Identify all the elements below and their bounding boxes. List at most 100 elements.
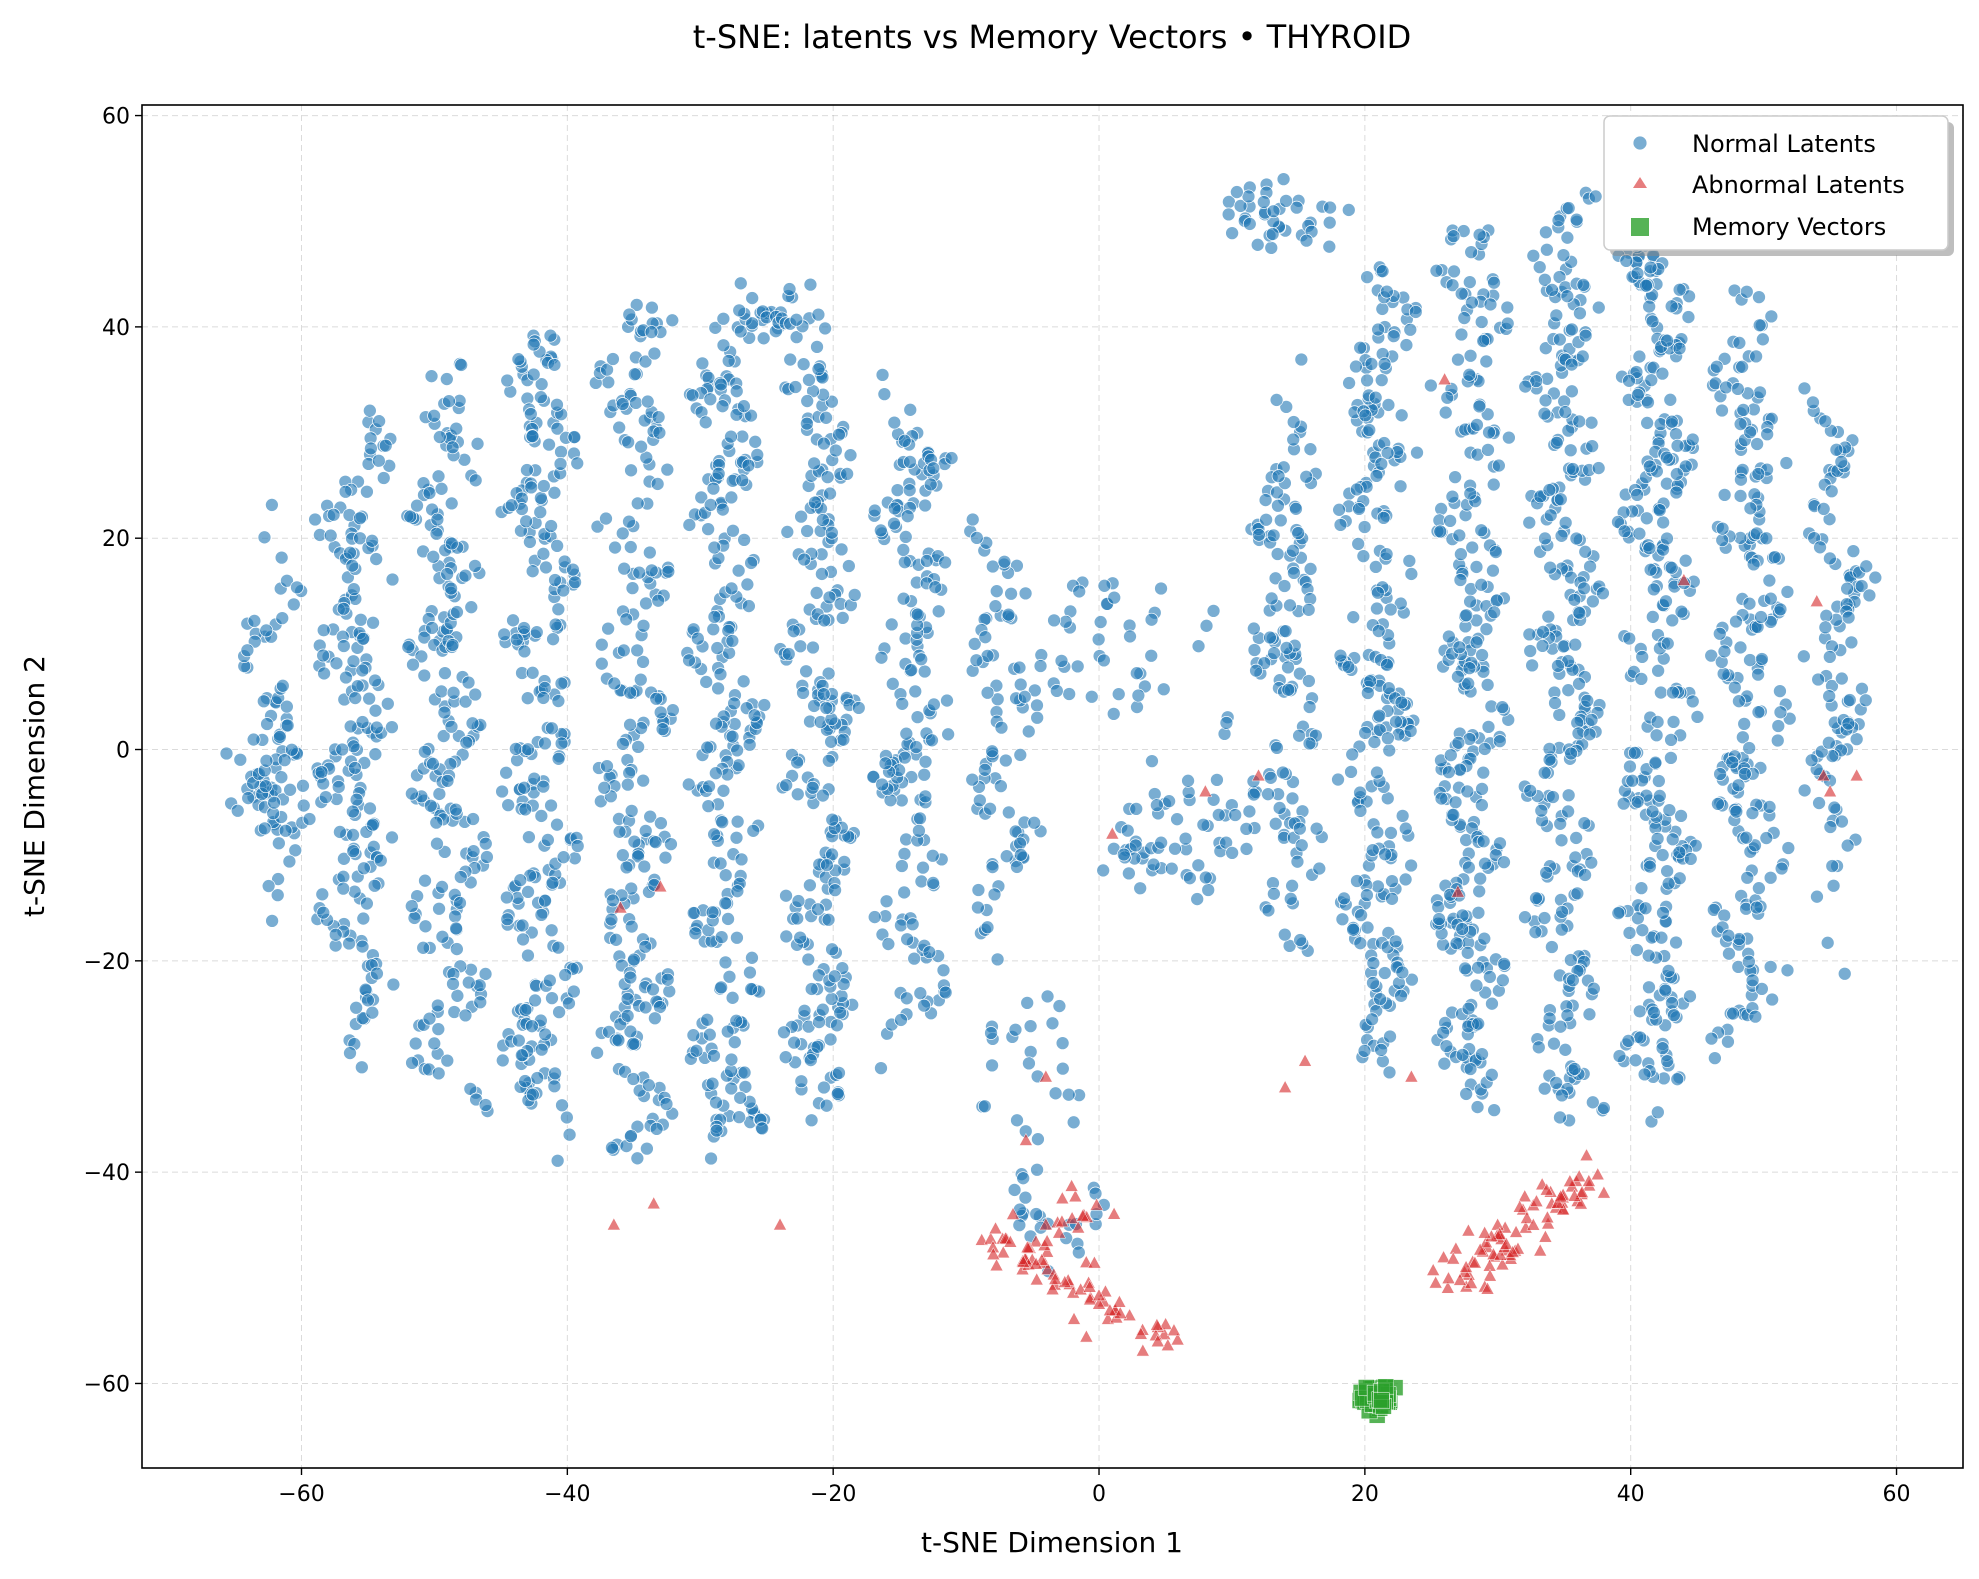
normal-latent-point — [1586, 981, 1601, 996]
normal-latent-point — [440, 1053, 455, 1068]
normal-latent-point — [941, 727, 955, 742]
normal-latent-point — [701, 522, 715, 536]
normal-latent-point — [219, 746, 234, 761]
normal-latent-point — [1252, 527, 1266, 542]
normal-latent-point — [832, 1066, 846, 1080]
normal-latent-point — [1239, 842, 1254, 856]
normal-latent-point — [1726, 1006, 1740, 1021]
normal-latent-point — [1476, 834, 1491, 849]
normal-latent-point — [1774, 861, 1789, 876]
normal-latent-point — [464, 600, 479, 615]
normal-latent-point — [732, 303, 747, 318]
normal-latent-point — [1144, 648, 1159, 663]
normal-latent-point — [980, 920, 995, 935]
normal-latent-point — [529, 625, 544, 640]
normal-latent-point — [1715, 403, 1729, 418]
normal-latent-point — [649, 1122, 664, 1136]
normal-latent-point — [426, 549, 441, 564]
normal-latent-point — [1360, 270, 1374, 284]
normal-latent-point — [727, 696, 741, 711]
normal-latent-point — [1665, 996, 1679, 1010]
normal-latent-point — [647, 346, 662, 361]
normal-latent-point — [423, 798, 438, 813]
normal-latent-point — [461, 675, 476, 690]
normal-latent-point — [705, 905, 720, 920]
normal-latent-point — [1131, 688, 1146, 703]
normal-latent-point — [1715, 533, 1730, 548]
normal-latent-point — [566, 984, 581, 999]
normal-latent-point — [1561, 804, 1575, 819]
normal-latent-point — [1753, 385, 1767, 400]
normal-latent-point — [1442, 629, 1456, 644]
normal-latent-point — [1731, 778, 1746, 793]
normal-latent-point — [1471, 1016, 1486, 1031]
normal-latent-point — [1388, 934, 1403, 949]
normal-latent-point — [1335, 912, 1350, 927]
normal-latent-point — [706, 622, 721, 637]
normal-latent-point — [342, 936, 356, 951]
normal-latent-point — [1819, 608, 1834, 623]
normal-latent-point — [552, 1005, 566, 1019]
normal-latent-point — [840, 467, 854, 481]
normal-latent-point — [707, 827, 721, 842]
normal-latent-point — [551, 751, 566, 766]
normal-latent-point — [1403, 322, 1418, 337]
normal-latent-point — [1483, 297, 1498, 312]
normal-latent-point — [1542, 483, 1557, 497]
normal-latent-point — [612, 824, 627, 839]
normal-latent-point — [1796, 649, 1811, 664]
normal-latent-point — [590, 1045, 604, 1060]
normal-latent-point — [1323, 200, 1337, 215]
normal-latent-point — [1663, 392, 1678, 407]
normal-latent-point — [1548, 696, 1562, 710]
normal-latent-point — [620, 991, 635, 1006]
normal-latent-point — [1463, 1062, 1478, 1076]
normal-latent-point — [1239, 822, 1254, 836]
normal-latent-point — [331, 780, 346, 794]
normal-latent-point — [1147, 787, 1162, 801]
normal-latent-point — [336, 601, 351, 616]
normal-latent-point — [1500, 300, 1515, 315]
normal-latent-point — [887, 501, 902, 516]
normal-latent-point — [1643, 859, 1657, 874]
normal-latent-point — [745, 291, 760, 305]
normal-latent-point — [607, 676, 622, 691]
normal-latent-point — [404, 899, 419, 913]
normal-latent-point — [1333, 648, 1348, 663]
normal-latent-point — [458, 1008, 473, 1023]
normal-latent-point — [624, 804, 639, 818]
normal-latent-point — [1088, 1186, 1103, 1201]
normal-latent-point — [1332, 502, 1346, 517]
normal-latent-point — [1181, 785, 1196, 800]
normal-latent-point — [730, 884, 745, 899]
normal-latent-point — [1475, 1047, 1489, 1061]
normal-latent-point — [497, 627, 512, 642]
normal-latent-point — [644, 563, 659, 578]
normal-latent-point — [1453, 573, 1468, 587]
normal-latent-point — [430, 998, 445, 1013]
normal-latent-point — [713, 856, 728, 871]
normal-latent-point — [559, 1110, 574, 1125]
normal-latent-point — [1674, 604, 1689, 619]
normal-latent-point — [1537, 911, 1552, 925]
normal-latent-point — [940, 693, 954, 708]
normal-latent-point — [1302, 674, 1316, 688]
normal-latent-point — [1258, 493, 1273, 507]
normal-latent-point — [741, 458, 756, 473]
normal-latent-point — [702, 779, 716, 794]
normal-latent-point — [545, 991, 559, 1005]
normal-latent-point — [730, 930, 744, 945]
normal-latent-point — [1378, 847, 1392, 862]
normal-latent-point — [1743, 501, 1758, 516]
normal-latent-point — [1457, 311, 1472, 325]
normal-latent-point — [547, 357, 562, 372]
normal-latent-point — [624, 1129, 638, 1144]
normal-latent-point — [615, 397, 630, 411]
normal-latent-point — [918, 498, 932, 513]
legend-label-abnormal: Abnormal Latents — [1692, 171, 1905, 199]
normal-latent-point — [1097, 653, 1111, 668]
normal-latent-point — [1352, 502, 1366, 516]
normal-latent-point — [708, 320, 723, 335]
normal-latent-point — [1630, 794, 1645, 809]
normal-latent-point — [1633, 1030, 1648, 1045]
